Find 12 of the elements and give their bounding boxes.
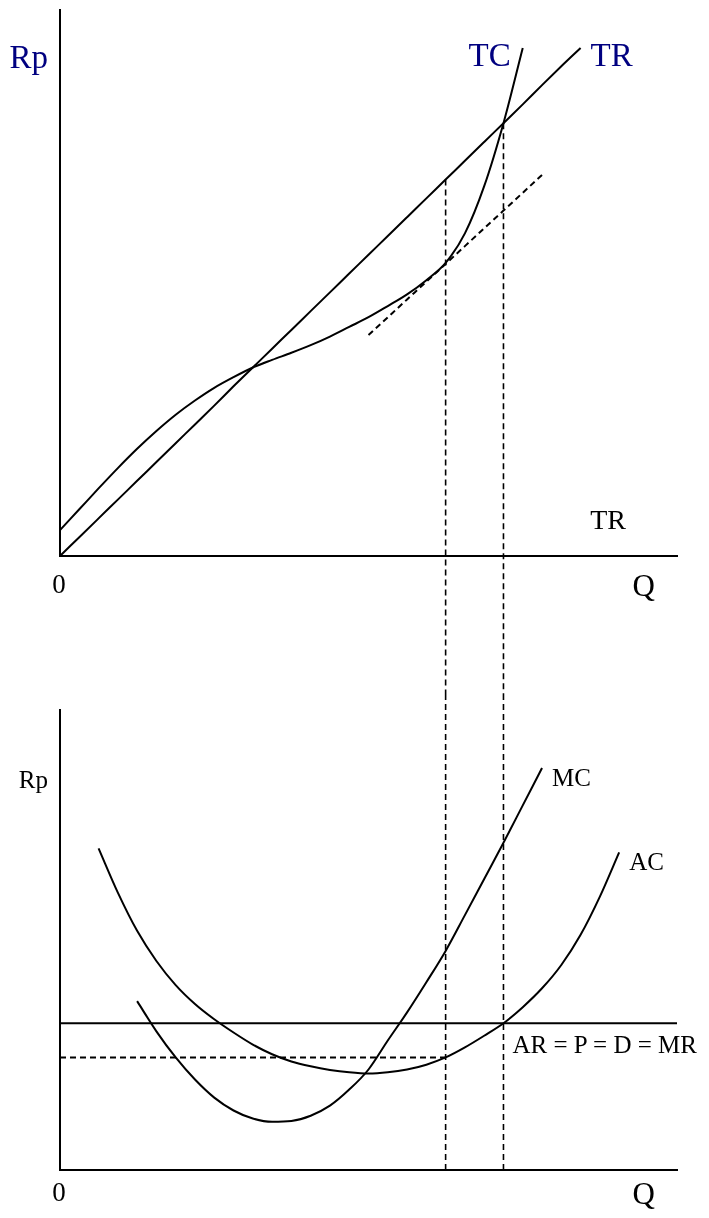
y-axis-title: Rp — [18, 766, 48, 793]
series-label: AR = P = D = MR — [512, 1031, 698, 1059]
x-axis-title: Q — [632, 568, 655, 603]
annotation: TR — [590, 504, 627, 535]
x-axis-title: Q — [632, 1176, 655, 1211]
series-label: MC — [552, 764, 591, 791]
series-label: TC — [468, 37, 511, 73]
y-axis-title: Rp — [9, 39, 48, 75]
series-label: TR — [590, 37, 633, 73]
text: 0 — [52, 568, 66, 599]
text: 0 — [52, 1176, 66, 1207]
series-label: AC — [629, 848, 664, 876]
